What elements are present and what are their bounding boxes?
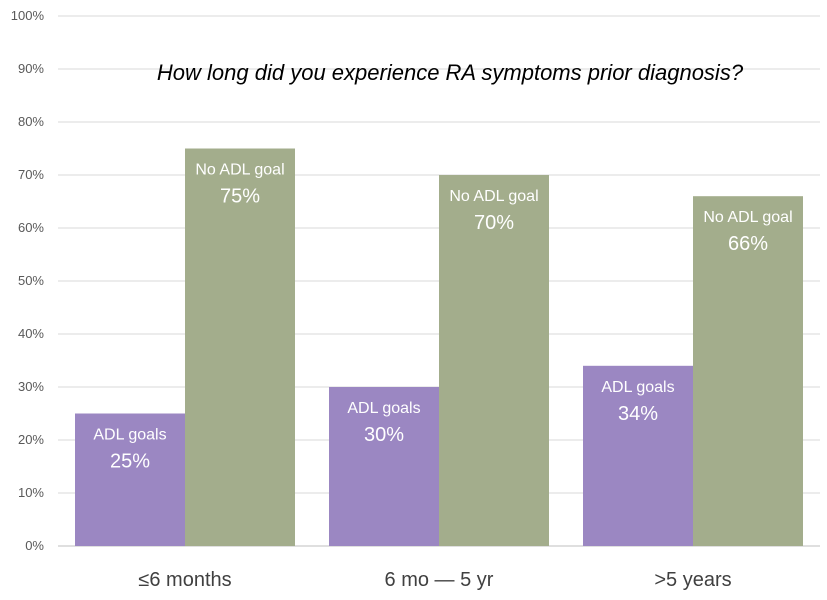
y-tick-label: 40% [18, 326, 44, 341]
y-tick-label: 60% [18, 220, 44, 235]
y-tick-label: 50% [18, 273, 44, 288]
bar [583, 365, 693, 546]
y-tick-label: 100% [11, 8, 45, 23]
y-tick-label: 30% [18, 379, 44, 394]
bar-series-label: No ADL goal [703, 209, 792, 226]
bar [439, 175, 549, 546]
bar-series-label: No ADL goal [449, 188, 538, 205]
bar-labels: ADL goals 25% No ADL goal 75% ADL goals 30% No… [93, 162, 792, 473]
y-tick-label: 80% [18, 114, 44, 129]
y-axis-ticks: 0% 10% 20% 30% 40% 50% 60% 70% 80% 90% 100% [11, 8, 45, 553]
bar-value-label: 66% [728, 233, 768, 255]
x-category-label: ≤6 months [138, 569, 231, 591]
bar-value-label: 30% [364, 424, 404, 446]
x-category-label: 6 mo — 5 yr [385, 569, 494, 591]
y-tick-label: 0% [25, 538, 44, 553]
bar-value-label: 75% [220, 186, 260, 208]
bar-value-label: 70% [474, 212, 514, 234]
bars [75, 148, 803, 546]
bar [693, 196, 803, 546]
y-tick-label: 20% [18, 432, 44, 447]
bar [185, 148, 295, 546]
x-category-label: >5 years [654, 569, 731, 591]
bar [329, 387, 439, 546]
bar-series-label: ADL goals [347, 400, 420, 417]
bar-series-label: ADL goals [93, 427, 166, 444]
y-tick-label: 70% [18, 167, 44, 182]
bar [75, 413, 185, 546]
bar-value-label: 25% [110, 451, 150, 473]
y-tick-label: 10% [18, 485, 44, 500]
bar-value-label: 34% [618, 403, 658, 425]
y-tick-label: 90% [18, 61, 44, 76]
bar-series-label: No ADL goal [195, 162, 284, 179]
chart-title: How long did you experience RA symptoms … [157, 60, 744, 85]
bar-series-label: ADL goals [601, 379, 674, 396]
x-axis-categories: ≤6 months 6 mo — 5 yr >5 years [138, 569, 731, 591]
